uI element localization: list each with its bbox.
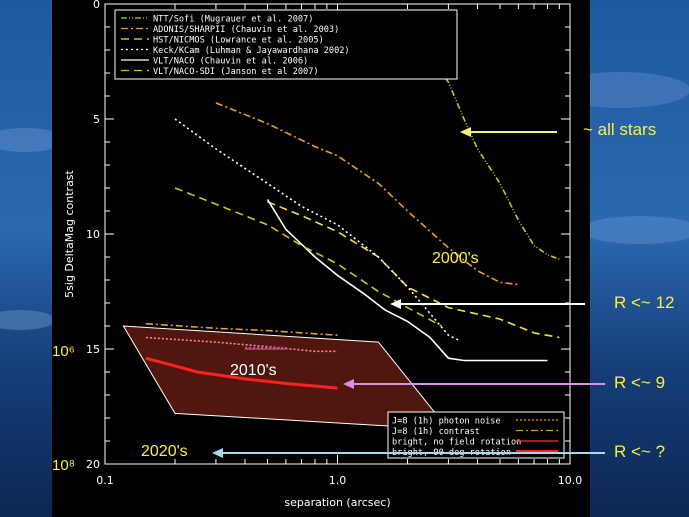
decade-2020-label: 2020's: [141, 443, 188, 460]
x-tick-label: 1.0: [329, 474, 347, 487]
series-line-3: [174, 118, 459, 341]
y-axis-label: 5sig DeltaMag contrast: [63, 169, 76, 297]
series-line-0: [429, 54, 560, 261]
contrast-chart: 0.1 1.0 10.0 separation (arcsec) 0 5 10 15 20 5si…: [63, 0, 582, 509]
all-stars-label: ~ all stars: [583, 120, 657, 139]
legend: NTT/Sofi (Mugrauer et al. 2007)ADONIS/SH…: [114, 9, 458, 80]
y-tick-label: 10: [86, 228, 100, 241]
legend-frame: [114, 9, 458, 80]
series-line-9: [145, 356, 338, 390]
all-stars-arrow: [460, 127, 557, 137]
legend-entry: HST/NICMOS (Lowrance et al. 2005): [153, 36, 324, 46]
series-line-5: [174, 187, 442, 327]
legend-secondary-entry: J=8 (1h) photon noise: [392, 417, 501, 427]
legend-secondary-entry: J=8 (1h) contrast: [392, 427, 480, 437]
r-unknown-label: R <~ ?: [614, 442, 666, 461]
series-line-7: [145, 322, 338, 336]
series-group: [145, 54, 560, 390]
y-tick-label: 5: [93, 113, 100, 126]
legend-entry: ADONIS/SHARPII (Chauvin et al. 2003): [153, 25, 339, 35]
x-tick-label: 0.1: [96, 474, 114, 487]
plot-region: 0.1 1.0 10.0 separation (arcsec) 0 5 10 15 20 5si…: [63, 0, 582, 509]
series-line-2: [267, 201, 560, 339]
r-unknown-arrow: [212, 448, 605, 458]
r12-arrow: [390, 299, 585, 309]
legend-entry: Keck/KCam (Luhman & Jayawardhana 2002): [153, 46, 350, 56]
decade-2010-label: 2010's: [230, 362, 277, 379]
legend-secondary-entry: bright, no field rotation: [392, 438, 521, 448]
legend-entry: VLT/NACO (Chauvin et al. 2006): [153, 57, 308, 67]
legend-entry: VLT/NACO-SDI (Janson et al 2007): [153, 67, 319, 77]
legend-entry: NTT/Sofi (Mugrauer et al. 2007): [153, 15, 313, 25]
r12-label: R <~ 12: [614, 293, 675, 312]
y-tick-label: 20: [86, 458, 100, 471]
series-line-6: [145, 336, 338, 353]
x-tick-label: 10.0: [558, 474, 583, 487]
y-tick-label: 0: [93, 0, 100, 11]
series-line-1: [215, 102, 519, 286]
x-axis-label: separation (arcsec): [284, 496, 390, 509]
r9-arrow: [343, 379, 605, 389]
contrast-1e6-label: 10⁶: [52, 343, 75, 360]
y-tick-label: 15: [86, 343, 100, 356]
contrast-1e8-label: 10⁸: [52, 457, 76, 474]
decade-2000-label: 2000's: [432, 250, 479, 267]
r9-label: R <~ 9: [614, 373, 666, 392]
